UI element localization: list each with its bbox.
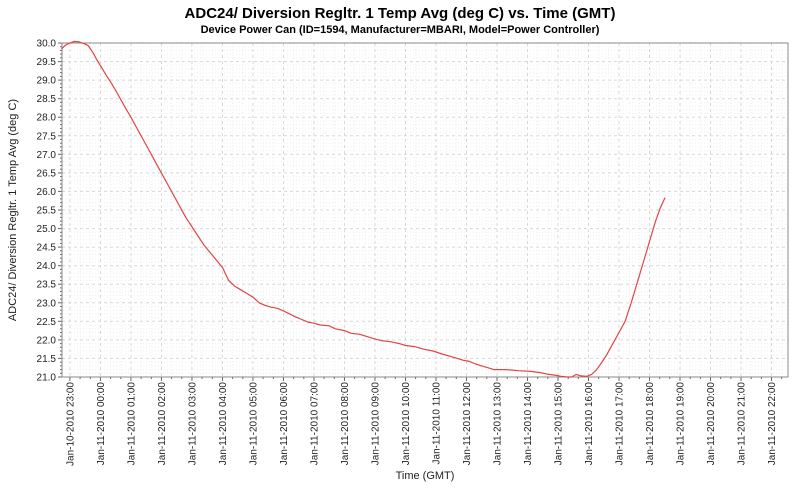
x-tick-label: Jan-11-2010 05:00: [248, 382, 259, 466]
minor-gridlines: [62, 43, 788, 377]
x-tick-label: Jan-11-2010 08:00: [340, 382, 351, 466]
x-tick-label: Jan-11-2010 16:00: [584, 382, 595, 466]
chart-subtitle: Device Power Can (ID=1594, Manufacturer=…: [200, 24, 600, 36]
y-tick-label: 29.5: [37, 57, 57, 68]
plot-border: [61, 42, 789, 378]
chart-title: ADC24/ Diversion Regltr. 1 Temp Avg (deg…: [184, 5, 616, 22]
x-tick-label: Jan-11-2010 04:00: [218, 382, 229, 466]
major-gridlines: [62, 43, 788, 377]
x-tick-label: Jan-11-2010 21:00: [737, 382, 748, 466]
y-tick-label: 22.0: [37, 335, 57, 346]
x-tick-label: Jan-11-2010 18:00: [645, 382, 656, 466]
x-tick-label: Jan-11-2010 22:00: [767, 382, 778, 466]
x-tick-label: Jan-11-2010 06:00: [279, 382, 290, 466]
x-tick-label: Jan-11-2010 12:00: [462, 382, 473, 466]
y-tick-label: 28.0: [37, 113, 57, 124]
y-tick-label: 21.5: [37, 354, 57, 365]
x-tick-label: Jan-11-2010 19:00: [676, 382, 687, 466]
y-tick-label: 30.0: [37, 39, 57, 50]
x-tick-label: Jan-11-2010 09:00: [370, 382, 381, 466]
y-tick-label: 26.0: [37, 187, 57, 198]
x-tick-label: Jan-11-2010 01:00: [126, 382, 137, 466]
x-tick-label: Jan-11-2010 13:00: [492, 382, 503, 466]
y-tick-label: 25.0: [37, 224, 57, 235]
y-tick-label: 22.5: [37, 317, 57, 328]
x-tick-label: Jan-11-2010 15:00: [553, 382, 564, 466]
x-tick-label: Jan-11-2010 14:00: [523, 382, 534, 466]
y-tick-label: 29.0: [37, 76, 57, 87]
y-tick-label: 24.5: [37, 243, 57, 254]
x-tick-label: Jan-11-2010 07:00: [309, 382, 320, 466]
y-tick-label: 21.0: [37, 373, 57, 384]
temperature-line: [61, 40, 666, 378]
y-tick-label: 23.0: [37, 298, 57, 309]
y-tick-label: 27.0: [37, 150, 57, 161]
x-tick-label: Jan-11-2010 00:00: [96, 382, 107, 466]
x-tick-label: Jan-11-2010 20:00: [706, 382, 717, 466]
x-tick-label: Jan-11-2010 02:00: [157, 382, 168, 466]
y-tick-label: 27.5: [37, 131, 57, 142]
axis-tick-labels: Jan-10-2010 23:00 Jan-11-2010 00:00 Jan-11…: [37, 39, 778, 466]
x-tick-label: Jan-11-2010 10:00: [401, 382, 412, 466]
y-tick-label: 25.5: [37, 206, 57, 217]
y-tick-label: 23.5: [37, 280, 57, 291]
y-tick-label: 28.5: [37, 94, 57, 105]
x-tick-label: Jan-11-2010 03:00: [187, 382, 198, 466]
x-axis-label: Time (GMT): [395, 470, 455, 482]
x-tick-label: Jan-11-2010 17:00: [615, 382, 626, 466]
x-tick-label: Jan-10-2010 23:00: [65, 382, 76, 466]
y-tick-label: 24.0: [37, 261, 57, 272]
x-tick-label: Jan-11-2010 11:00: [431, 382, 442, 465]
axis-ticks: [58, 42, 783, 381]
y-tick-label: 26.5: [37, 168, 57, 179]
